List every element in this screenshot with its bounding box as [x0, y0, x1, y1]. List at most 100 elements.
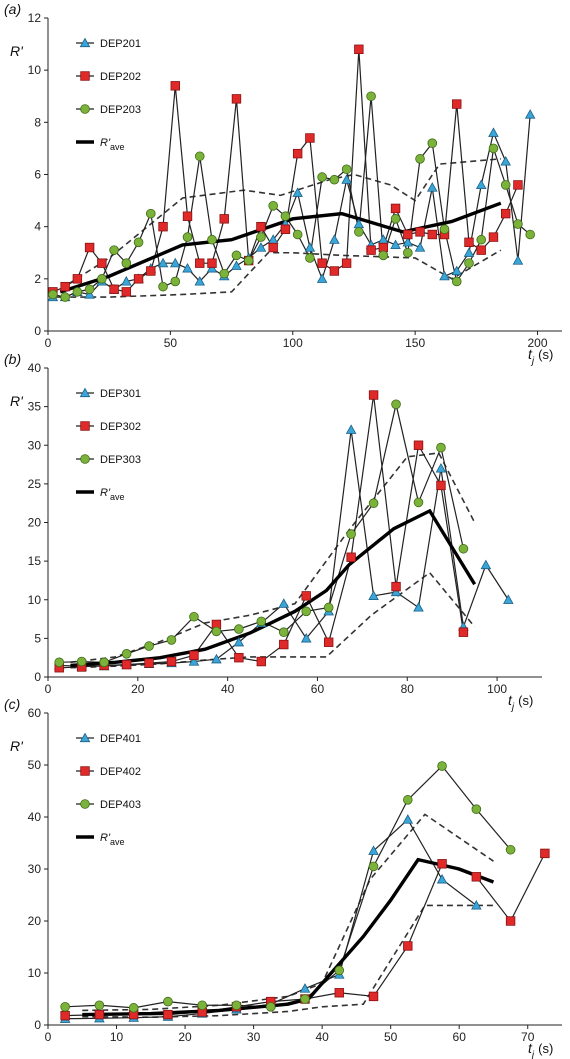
data-point — [256, 616, 267, 627]
data-point — [329, 174, 340, 185]
data-point — [413, 440, 424, 450]
data-point — [94, 1009, 105, 1020]
data-point — [121, 276, 132, 286]
legend-label: DEP203 — [100, 104, 141, 116]
data-point — [211, 626, 222, 637]
data-point — [345, 424, 357, 434]
legend-item: DEP203 — [76, 104, 141, 116]
data-point — [505, 916, 516, 926]
legend-swatch-marker — [79, 387, 91, 398]
data-point — [512, 255, 524, 265]
series-line-dep202 — [52, 49, 519, 293]
x-tick-label: 50 — [164, 336, 178, 350]
data-point — [121, 287, 132, 297]
data-point — [305, 253, 315, 263]
data-point — [128, 1003, 139, 1013]
data-point — [207, 258, 217, 268]
x-tick-label: 100 — [487, 682, 507, 696]
data-point — [231, 94, 242, 104]
x-axis-label-sub: j — [530, 1050, 535, 1059]
data-point — [256, 656, 267, 667]
data-point — [464, 258, 474, 268]
data-point — [451, 265, 463, 276]
x-tick-label: 20 — [178, 1030, 192, 1044]
legend-label: DEP201 — [100, 38, 141, 50]
data-point — [233, 636, 245, 647]
data-point — [436, 873, 448, 884]
legend-item: R'ave — [76, 137, 125, 152]
data-point — [256, 221, 266, 232]
x-axis-label-unit: (s) — [518, 693, 533, 708]
data-point — [403, 941, 413, 951]
y-tick-label: 20 — [28, 516, 42, 530]
x-tick-label: 40 — [315, 1030, 329, 1044]
data-point — [182, 232, 193, 242]
data-point — [413, 602, 424, 612]
data-point — [158, 221, 168, 232]
data-point — [182, 262, 193, 273]
panel-label: (c) — [4, 696, 20, 712]
data-point — [305, 133, 315, 143]
legend-label-sub: ave — [110, 142, 125, 152]
data-point — [158, 281, 168, 292]
series-line-dep201 — [52, 114, 531, 298]
data-point — [219, 268, 230, 279]
panel-label: (a) — [4, 1, 21, 17]
data-point — [476, 234, 487, 245]
data-point — [54, 657, 65, 668]
data-point — [170, 276, 181, 287]
data-point — [402, 795, 413, 805]
x-tick-label: 10 — [110, 1030, 124, 1044]
data-point — [368, 390, 379, 400]
data-point — [390, 203, 401, 214]
data-point — [231, 1000, 242, 1011]
data-point — [458, 627, 469, 637]
data-point — [471, 804, 482, 814]
y-tick-label: 30 — [28, 862, 42, 876]
data-point — [109, 245, 119, 255]
data-point — [166, 635, 177, 645]
legend-item: DEP402 — [76, 766, 141, 778]
data-point — [480, 559, 492, 570]
legend-item: DEP202 — [76, 71, 141, 83]
data-point — [170, 81, 180, 91]
data-point — [211, 653, 222, 664]
data-point — [109, 284, 119, 294]
data-point — [346, 552, 356, 562]
envelope-lower-line — [82, 904, 494, 1019]
legend-item: DEP403 — [76, 799, 141, 811]
data-point — [329, 234, 340, 244]
data-point — [163, 1009, 173, 1020]
envelope-lower-line — [70, 571, 476, 669]
y-tick-label: 40 — [28, 810, 42, 824]
series-markers-dep402 — [60, 848, 550, 1021]
data-point — [540, 848, 550, 859]
data-point — [94, 1000, 105, 1011]
y-tick-label: 0 — [34, 324, 41, 338]
data-point — [458, 543, 469, 554]
data-point — [280, 211, 291, 222]
data-point — [368, 845, 379, 855]
legend-label: DEP302 — [100, 421, 141, 433]
data-point — [189, 650, 199, 661]
data-point — [166, 656, 177, 667]
data-point — [366, 91, 376, 102]
legend-item: DEP201 — [76, 37, 141, 50]
x-axis-label-sub: j — [530, 356, 535, 367]
data-point — [292, 148, 303, 159]
y-tick-label: 10 — [28, 593, 42, 607]
data-point — [146, 266, 156, 276]
data-point — [48, 289, 58, 300]
data-point — [426, 182, 438, 192]
data-point — [279, 639, 289, 650]
data-point — [334, 965, 345, 976]
data-point — [415, 227, 425, 237]
envelope-upper-line — [70, 452, 476, 664]
x-tick-label: 200 — [528, 336, 548, 350]
data-point — [255, 242, 267, 252]
x-tick-label: 100 — [283, 336, 303, 350]
x-tick-label: 70 — [521, 1030, 535, 1044]
data-point — [437, 761, 447, 771]
data-point — [194, 276, 206, 286]
